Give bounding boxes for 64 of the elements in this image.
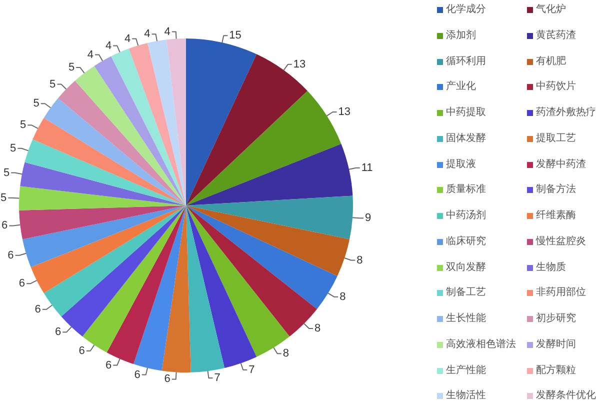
legend-label: 制备方法 [536, 184, 576, 196]
legend-label: 质量标准 [446, 184, 486, 196]
data-label: 5 [3, 166, 10, 179]
data-label: 8 [314, 322, 321, 335]
data-label: 6 [34, 303, 41, 316]
legend-label: 黄芪药渣 [536, 30, 576, 41]
legend-label: 慢性盆腔炎 [536, 236, 586, 247]
legend-label: 中药提取 [446, 107, 486, 118]
data-label: 15 [229, 30, 242, 42]
legend-label: 中药饮片 [536, 81, 576, 92]
data-label: 6 [54, 326, 62, 338]
legend-label: 临床研究 [446, 236, 486, 247]
legend-label: 添加剂 [446, 30, 476, 41]
data-label: 8 [282, 348, 289, 360]
legend-label: 制备工艺 [446, 287, 486, 298]
data-label: 5 [20, 119, 26, 132]
data-label: 6 [164, 373, 170, 386]
data-label: 5 [10, 142, 16, 154]
legend-label: 双向发酵 [446, 262, 486, 272]
data-label: 4 [164, 26, 170, 38]
legend-label: 固体发酵 [446, 132, 486, 144]
data-label: 5 [68, 61, 75, 74]
data-label: 13 [293, 58, 306, 70]
legend-label: 提取液 [446, 158, 476, 170]
data-label: 6 [105, 359, 112, 372]
legend-label: 中药汤剂 [446, 210, 486, 221]
legend-label: 生长性能 [446, 313, 486, 324]
legend-label: 非药用部位 [536, 287, 586, 298]
data-label: 5 [33, 98, 40, 110]
legend-label: 生产性能 [446, 364, 486, 376]
legend-label: 纤维素酶 [536, 210, 576, 221]
legend-label: 配方颗粒 [536, 364, 576, 376]
legend-label: 有机肥 [536, 56, 566, 66]
legend-label: 生物活性 [446, 390, 486, 402]
data-label: 5 [50, 78, 56, 90]
data-label: 6 [134, 368, 140, 381]
data-label: 13 [338, 106, 350, 118]
legend-label: 气化炉 [536, 4, 566, 15]
legend-label: 化学成分 [446, 4, 486, 15]
data-label: 5 [0, 192, 7, 204]
data-label: 7 [248, 364, 255, 376]
legend-label: 药渣外敷热疗 [536, 107, 596, 118]
data-label: 8 [356, 254, 363, 266]
data-label: 6 [78, 344, 85, 357]
legend-label: 生物质 [536, 262, 566, 272]
legend-label: 发酵时间 [536, 338, 576, 350]
legend-label: 发酵中药渣 [536, 158, 586, 170]
legend-label: 提取工艺 [536, 132, 576, 144]
data-label: 9 [365, 212, 372, 224]
data-label: 4 [144, 28, 150, 40]
data-label: 7 [214, 372, 220, 384]
data-label: 6 [18, 278, 26, 290]
legend-label: 循环利用 [446, 56, 486, 66]
data-label: 11 [361, 162, 373, 174]
data-label: 8 [340, 290, 346, 303]
legend-label: 初步研究 [536, 313, 576, 324]
data-label: 6 [2, 220, 8, 232]
legend-label: 发酵条件优化 [536, 390, 596, 402]
legend-label: 产业化 [446, 81, 476, 92]
legend-label: 高效液相色谱法 [446, 338, 516, 350]
data-label: 4 [105, 40, 112, 52]
data-label: 6 [8, 249, 14, 262]
data-label: 4 [124, 32, 131, 45]
data-label: 4 [87, 48, 94, 61]
